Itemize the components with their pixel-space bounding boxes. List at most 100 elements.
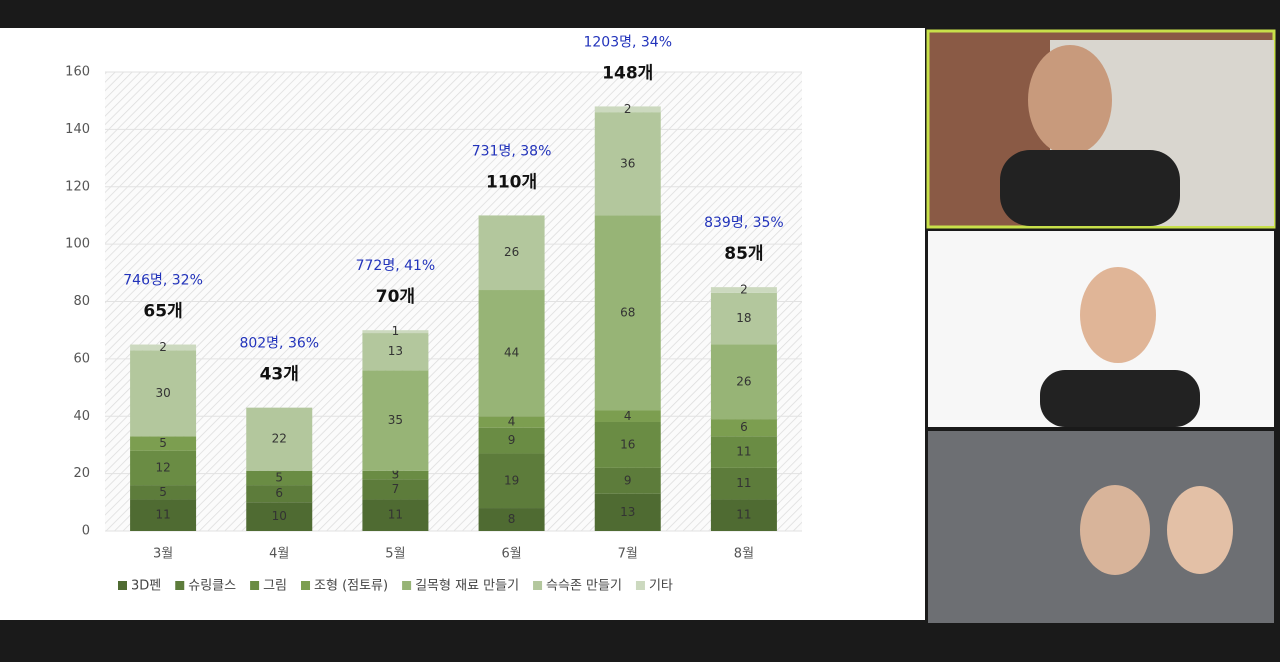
- legend-label: 조형 (점토류): [314, 579, 388, 594]
- x-tick-label: 6월: [501, 547, 521, 562]
- segment-label: 44: [504, 346, 519, 360]
- segment-label: 35: [388, 413, 403, 427]
- y-tick-label: 100: [65, 237, 90, 252]
- video-tiles: [926, 29, 1276, 623]
- segment-label: 2: [624, 102, 632, 116]
- y-tick-label: 160: [65, 65, 90, 80]
- legend-swatch: [250, 581, 260, 590]
- bar-segment: [594, 421, 661, 468]
- bar-segment: [478, 215, 545, 291]
- segment-label: 11: [736, 476, 751, 490]
- legend-label: 그림: [263, 579, 287, 594]
- segment-label: 68: [620, 305, 635, 319]
- bar-segment: [130, 485, 197, 500]
- bar-segment: [710, 499, 777, 531]
- annotation: 802명, 36%: [239, 336, 319, 352]
- x-tick-label: 5월: [385, 547, 405, 562]
- segment-label: 3: [392, 468, 400, 482]
- annotation: 839명, 35%: [704, 215, 784, 231]
- y-tick-label: 120: [65, 179, 90, 194]
- person: [1040, 370, 1200, 427]
- segment-label: 11: [155, 508, 170, 522]
- y-tick-label: 20: [73, 466, 90, 481]
- bar-segment: [710, 419, 777, 437]
- bar-segment: [362, 470, 429, 480]
- segment-label: 36: [620, 156, 635, 170]
- bar-segment: [362, 330, 429, 334]
- total-label: 148개: [602, 63, 653, 83]
- bar-segment: [594, 410, 661, 422]
- x-tick-label: 7월: [618, 547, 638, 562]
- segment-label: 2: [740, 283, 748, 297]
- y-tick-label: 80: [73, 294, 90, 309]
- segment-label: 7: [392, 482, 400, 496]
- segment-label: 11: [388, 508, 403, 522]
- person: [1080, 267, 1156, 363]
- bar-segment: [594, 467, 661, 494]
- x-tick-label: 4월: [269, 547, 289, 562]
- segment-label: 2: [159, 340, 167, 354]
- bar-segment: [710, 287, 777, 293]
- bar-segment: [362, 479, 429, 500]
- legend-label: 3D펜: [131, 579, 161, 594]
- annotation: 746명, 32%: [123, 273, 203, 289]
- bar-segment: [594, 112, 661, 216]
- bar-segment: [246, 502, 313, 531]
- bar-segment: [478, 427, 545, 454]
- bar-segment: [710, 292, 777, 345]
- segment-label: 8: [508, 512, 516, 526]
- legend-label: 길목형 재료 만들기: [415, 579, 519, 594]
- y-tick-label: 40: [73, 409, 90, 424]
- segment-label: 4: [624, 409, 632, 423]
- total-label: 70개: [376, 287, 415, 307]
- y-tick-label: 0: [82, 524, 90, 539]
- segment-label: 11: [736, 508, 751, 522]
- y-tick-label: 140: [65, 122, 90, 137]
- bar-segment: [478, 416, 545, 428]
- legend-label: 슥슥존 만들기: [546, 579, 622, 594]
- person: [1080, 485, 1150, 575]
- segment-label: 12: [155, 460, 170, 474]
- segment-label: 11: [736, 445, 751, 459]
- bar-segment: [594, 493, 661, 531]
- segment-label: 26: [504, 245, 519, 259]
- segment-label: 4: [508, 414, 516, 428]
- segment-label: 26: [736, 374, 751, 388]
- bar-segment: [710, 436, 777, 468]
- segment-label: 5: [275, 470, 283, 484]
- annotation: 1203명, 34%: [583, 34, 672, 50]
- total-label: 65개: [143, 302, 182, 322]
- segment-label: 13: [388, 344, 403, 358]
- bar-segment: [710, 467, 777, 500]
- bar-segment: [130, 436, 197, 451]
- legend-swatch: [635, 581, 645, 590]
- legend-label: 기타: [649, 579, 673, 594]
- legend-swatch: [118, 581, 127, 590]
- bar-segment: [594, 215, 661, 411]
- legend-swatch: [175, 581, 185, 590]
- x-tick-label: 8월: [734, 547, 754, 562]
- segment-label: 5: [159, 436, 167, 450]
- segment-label: 6: [275, 486, 283, 500]
- segment-label: 18: [736, 311, 751, 325]
- bar-segment: [362, 370, 429, 471]
- segment-label: 5: [159, 485, 167, 499]
- bar-segment: [246, 470, 313, 486]
- bar-segment: [594, 106, 661, 113]
- segment-label: 9: [624, 473, 632, 487]
- person: [1000, 150, 1180, 226]
- person: [1167, 486, 1233, 574]
- person: [1028, 45, 1112, 155]
- bar-segment: [362, 499, 429, 531]
- bar-segment: [130, 499, 197, 531]
- x-tick-label: 3월: [153, 547, 173, 562]
- legend-swatch: [533, 581, 543, 590]
- total-label: 110개: [486, 172, 537, 192]
- legend-label: 슈링클스: [188, 579, 236, 594]
- bar-segment: [362, 333, 429, 371]
- bar-segment: [246, 485, 313, 503]
- bar-segment: [130, 450, 197, 486]
- segment-label: 19: [504, 473, 519, 487]
